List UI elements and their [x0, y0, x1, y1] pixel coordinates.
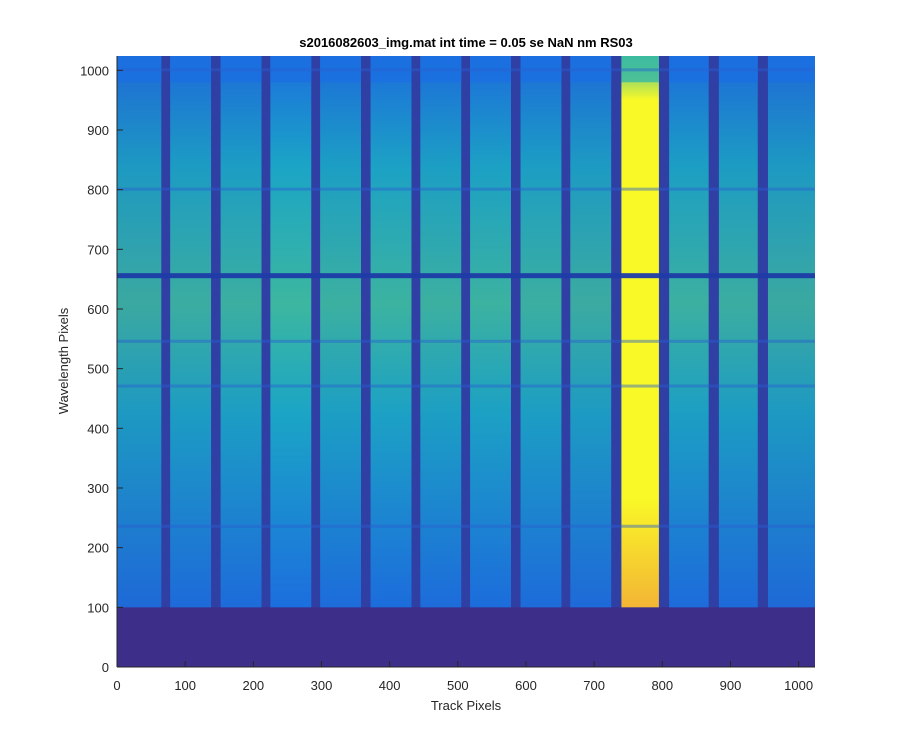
plot-area: [117, 56, 815, 667]
absorption-band-5: [117, 524, 815, 528]
x-tick-label: 0: [113, 678, 120, 693]
track-top-4: [270, 56, 312, 83]
track-column-11: [621, 56, 659, 608]
track-top-1: [117, 56, 162, 83]
absorption-band-3: [117, 339, 815, 343]
track-column-6: [370, 56, 412, 608]
track-column-8: [470, 56, 511, 608]
chart-title: s2016082603_img.mat int time = 0.05 se N…: [299, 35, 633, 50]
track-column-13: [718, 56, 758, 608]
track-top-14: [767, 56, 815, 83]
x-ticks: 0 100 200 300 400 500 600 700 800 900 1000: [113, 661, 813, 693]
absorption-band-1: [117, 273, 815, 279]
track-top-2: [170, 56, 212, 83]
track-top-3: [220, 56, 262, 83]
y-tick-label: 300: [87, 481, 109, 496]
track-column-14: [767, 56, 815, 608]
track-column-2: [170, 56, 212, 608]
y-tick-label: 800: [87, 183, 109, 198]
x-tick-label: 800: [651, 678, 673, 693]
track-top-13: [718, 56, 758, 83]
bands-layer: [117, 68, 815, 528]
absorption-band-6: [117, 68, 815, 72]
y-tick-label: 0: [102, 660, 109, 675]
y-tick-label: 1000: [80, 63, 109, 78]
tracks-layer: [117, 56, 815, 608]
absorption-band-2: [117, 187, 815, 191]
absorption-band-4: [117, 384, 815, 388]
track-column-12: [669, 56, 709, 608]
y-axis-label: Wavelength Pixels: [56, 307, 71, 414]
track-column-1: [117, 56, 162, 608]
track-top-5: [320, 56, 362, 83]
track-column-10: [570, 56, 612, 608]
y-tick-label: 400: [87, 421, 109, 436]
y-tick-label: 700: [87, 242, 109, 257]
track-top-7: [420, 56, 462, 83]
dark-region: [117, 607, 815, 667]
x-tick-label: 1000: [784, 678, 813, 693]
x-axis-label: Track Pixels: [431, 698, 502, 713]
x-tick-label: 300: [311, 678, 333, 693]
x-tick-label: 400: [379, 678, 401, 693]
x-tick-label: 500: [447, 678, 469, 693]
track-column-4: [270, 56, 312, 608]
track-top-11: [621, 56, 659, 83]
y-tick-label: 200: [87, 541, 109, 556]
y-tick-label: 500: [87, 362, 109, 377]
x-tick-label: 600: [515, 678, 537, 693]
y-tick-label: 100: [87, 600, 109, 615]
track-top-9: [520, 56, 562, 83]
x-tick-label: 100: [174, 678, 196, 693]
x-tick-label: 900: [720, 678, 742, 693]
y-ticks: 0 100 200 300 400 500 600 700 800 900 1000: [80, 63, 123, 675]
track-top-6: [370, 56, 412, 83]
axes: 0 100 200 300 400 500 600 700 800 900 1000 0 100 200…: [80, 56, 815, 693]
track-top-12: [669, 56, 709, 83]
track-top-8: [470, 56, 511, 83]
track-top-10: [570, 56, 612, 83]
track-column-5: [320, 56, 362, 608]
track-column-3: [220, 56, 262, 608]
y-tick-label: 900: [87, 123, 109, 138]
y-tick-label: 600: [87, 302, 109, 317]
track-column-7: [420, 56, 462, 608]
track-column-9: [520, 56, 562, 608]
x-tick-label: 200: [242, 678, 264, 693]
x-tick-label: 700: [583, 678, 605, 693]
